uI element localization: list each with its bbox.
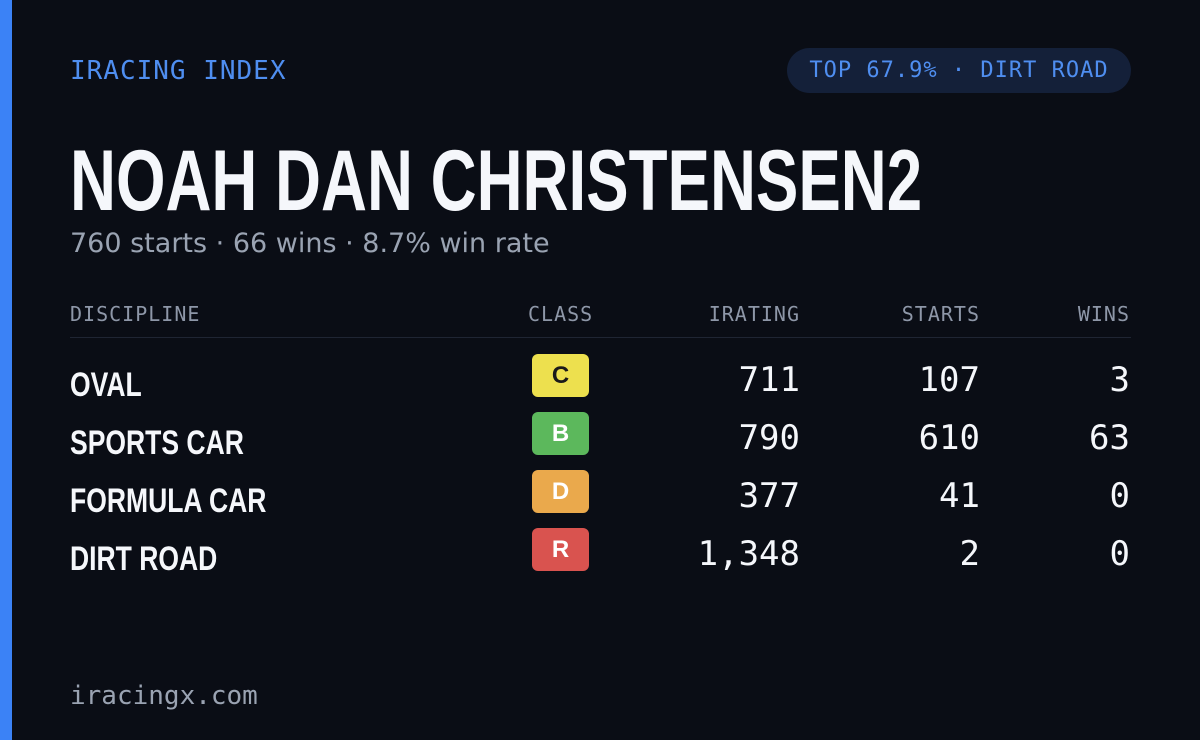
cell-value: 3 — [1109, 360, 1130, 400]
accent-bar — [0, 0, 12, 740]
summary: 760 starts · 66 wins · 8.7% win rate — [70, 228, 550, 259]
cell-value: 790 — [738, 418, 800, 458]
class-badge: B — [532, 412, 589, 455]
column-header: DISCIPLINE — [70, 302, 201, 326]
brand: IRACING INDEX — [70, 56, 287, 86]
cell-value: 0 — [1109, 534, 1130, 574]
cell-value: 63 — [1089, 418, 1130, 458]
cell-value: 107 — [918, 360, 980, 400]
cell-value: 711 — [738, 360, 800, 400]
class-badge: C — [532, 354, 589, 397]
cell-value: 41 — [939, 476, 980, 516]
discipline: SPORTS CAR — [70, 424, 244, 462]
discipline: DIRT ROAD — [70, 540, 218, 578]
column-header: WINS — [1077, 302, 1130, 326]
header-rule — [70, 337, 1131, 338]
cell-value: 610 — [918, 418, 980, 458]
column-header: STARTS — [901, 302, 980, 326]
column-header: CLASS — [528, 302, 594, 326]
badge: TOP 67.9% · DIRT ROAD — [787, 48, 1131, 93]
discipline: OVAL — [70, 366, 142, 404]
column-header: IRATING — [708, 302, 800, 326]
cell-value: 0 — [1109, 476, 1130, 516]
cell-value: 377 — [738, 476, 800, 516]
driver-name: NOAH DAN CHRISTENSEN2 — [70, 133, 923, 229]
class-badge: R — [532, 528, 589, 571]
cell-value: 2 — [959, 534, 980, 574]
footer: iracingx.com — [70, 681, 258, 711]
discipline: FORMULA CAR — [70, 482, 267, 520]
cell-value: 1,348 — [697, 534, 800, 574]
class-badge: D — [532, 470, 589, 513]
